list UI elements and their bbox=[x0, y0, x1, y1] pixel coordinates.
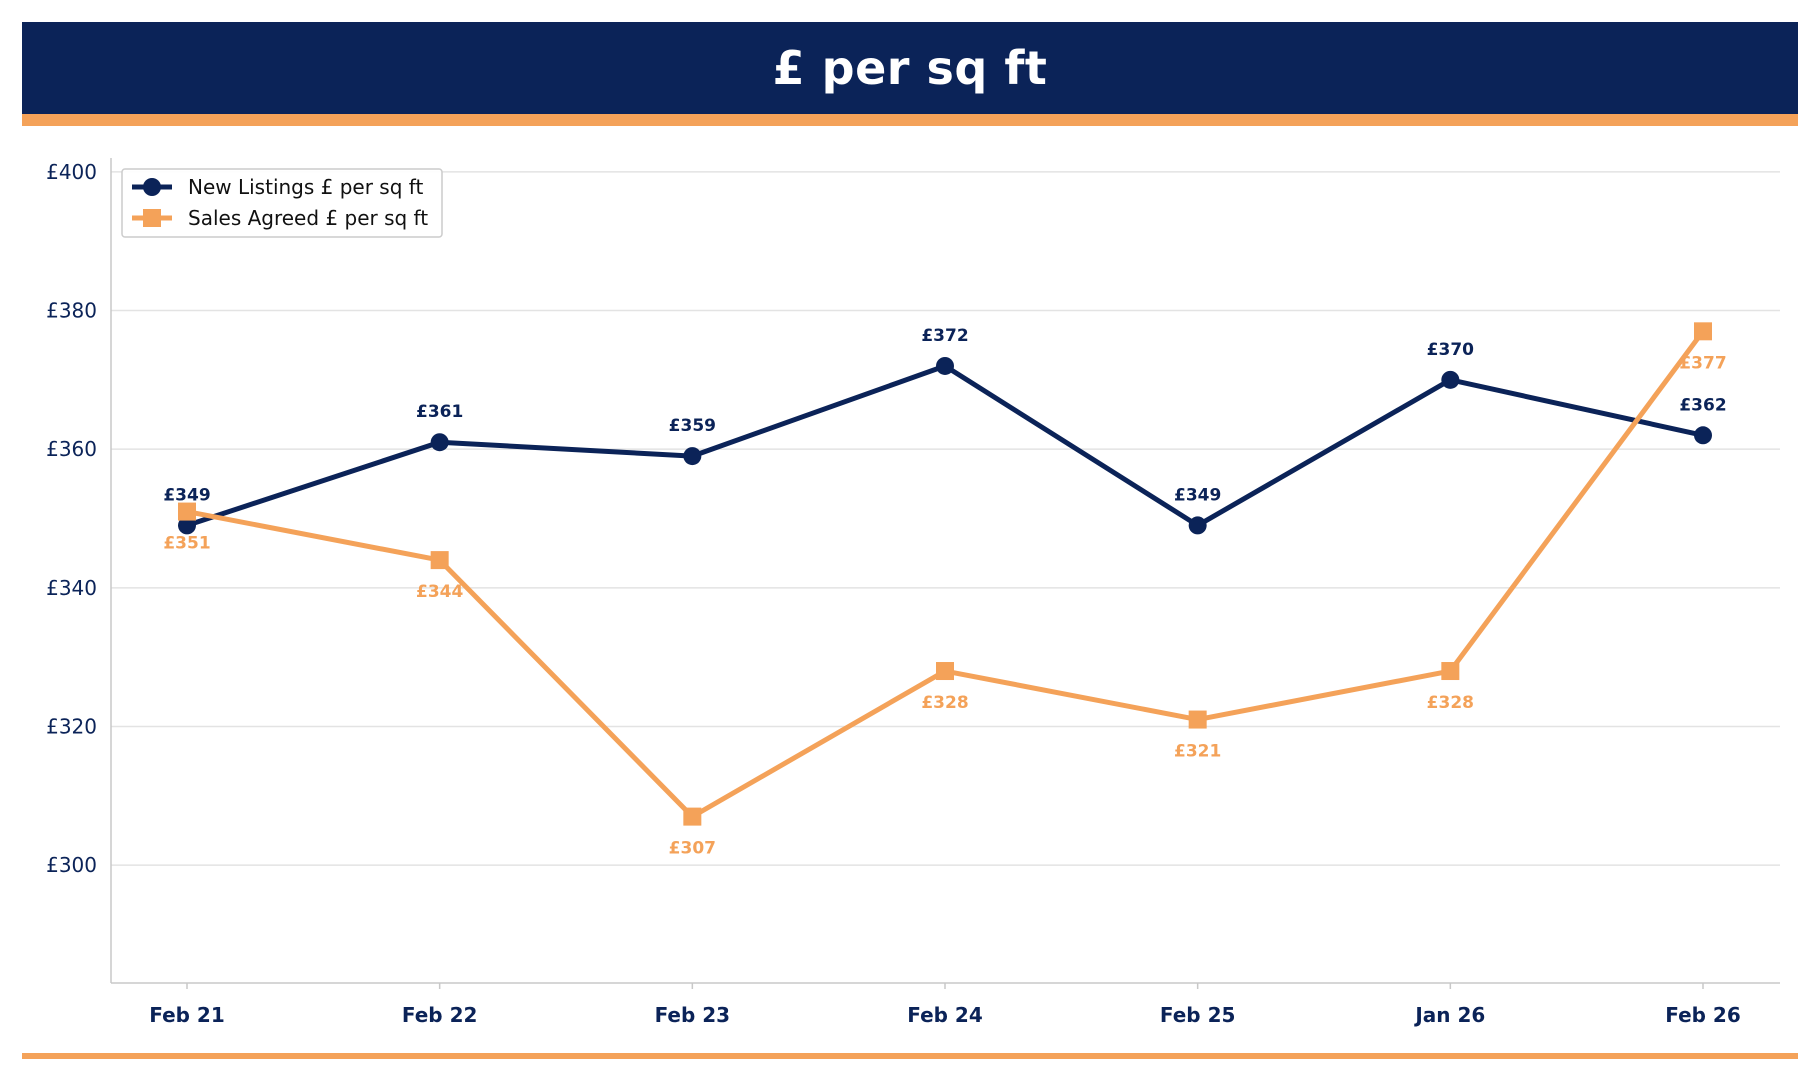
data-point bbox=[936, 662, 954, 681]
series-line-new-listings bbox=[184, 363, 1706, 528]
data-point bbox=[1441, 662, 1460, 681]
legend-entry: Sales Agreed £ per sq ft bbox=[188, 206, 428, 230]
data-point bbox=[683, 807, 702, 826]
data-label: £321 bbox=[1174, 742, 1221, 762]
y-tick-label: £340 bbox=[46, 576, 97, 600]
data-label: £362 bbox=[1679, 395, 1726, 415]
x-tick-label: Feb 24 bbox=[907, 1003, 983, 1027]
y-tick-label: £360 bbox=[46, 437, 97, 461]
data-point bbox=[1188, 516, 1207, 535]
chart-header: £ per sq ft bbox=[22, 22, 1798, 114]
data-point bbox=[1694, 426, 1712, 445]
x-tick-label: Feb 21 bbox=[149, 1003, 225, 1027]
x-tick-label: Feb 26 bbox=[1665, 1003, 1741, 1027]
y-tick-label: £380 bbox=[46, 299, 97, 323]
data-label: £372 bbox=[921, 326, 968, 346]
data-label: £370 bbox=[1427, 340, 1474, 360]
footer-accent-stripe bbox=[22, 1053, 1798, 1059]
y-tick-label: £400 bbox=[46, 160, 97, 184]
data-point bbox=[1441, 370, 1460, 389]
y-tick-label: £300 bbox=[46, 853, 97, 877]
data-point bbox=[178, 502, 196, 521]
legend-marker bbox=[143, 178, 161, 196]
data-label: £359 bbox=[669, 416, 716, 436]
x-tick-label: Feb 22 bbox=[402, 1003, 478, 1027]
data-label: £328 bbox=[1427, 693, 1474, 713]
data-label: £328 bbox=[921, 693, 968, 713]
data-label: £377 bbox=[1679, 353, 1726, 373]
data-label: £349 bbox=[1174, 485, 1221, 505]
data-label: £361 bbox=[416, 402, 463, 422]
data-point bbox=[683, 447, 702, 466]
data-point bbox=[1694, 322, 1712, 341]
data-point bbox=[178, 516, 196, 535]
x-tick-label: Jan 26 bbox=[1413, 1003, 1485, 1027]
data-point bbox=[1188, 710, 1207, 729]
data-point bbox=[430, 551, 449, 570]
x-tick-label: Feb 23 bbox=[655, 1003, 731, 1027]
legend-marker bbox=[143, 209, 161, 227]
data-label: £351 bbox=[163, 534, 210, 554]
chart-title: £ per sq ft bbox=[772, 41, 1048, 95]
data-label: £307 bbox=[669, 839, 716, 859]
legend-entry: New Listings £ per sq ft bbox=[188, 175, 423, 199]
data-label: £344 bbox=[416, 582, 463, 602]
data-point bbox=[430, 433, 449, 452]
y-tick-label: £320 bbox=[46, 714, 97, 738]
data-point bbox=[936, 356, 954, 375]
series-line-sales-agreed bbox=[184, 328, 1706, 820]
data-label: £349 bbox=[163, 485, 210, 505]
header-accent-stripe bbox=[22, 114, 1798, 126]
legend-box bbox=[121, 168, 443, 238]
x-tick-label: Feb 25 bbox=[1160, 1003, 1236, 1027]
